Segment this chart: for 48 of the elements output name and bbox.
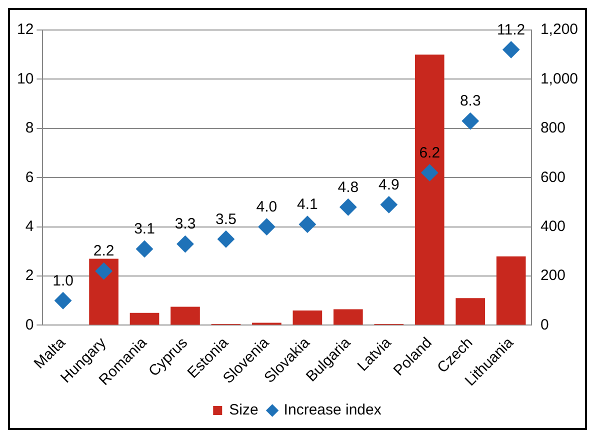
bar	[334, 309, 363, 325]
point	[502, 41, 520, 58]
data-label: 3.5	[216, 210, 236, 228]
bar	[456, 298, 486, 325]
y2-tick-label: 1,000	[540, 70, 578, 88]
data-label: 4.9	[378, 176, 400, 194]
point	[258, 218, 276, 236]
data-label: 8.3	[460, 92, 481, 110]
y-tick-label: 6	[25, 168, 34, 186]
data-label: 11.2	[497, 21, 526, 38]
point	[380, 196, 398, 214]
legend-label: Increase index	[284, 402, 382, 419]
y-tick-label: 2	[25, 267, 34, 284]
bar	[414, 54, 444, 325]
point	[421, 164, 438, 182]
bar	[170, 306, 200, 325]
y-tick-label: 0	[25, 316, 34, 334]
y2-tick-label: 0	[540, 316, 549, 334]
data-label: 4.0	[256, 198, 278, 216]
data-label: 2.2	[93, 242, 114, 260]
y-tick-label: 8	[25, 120, 34, 137]
point	[340, 198, 357, 216]
bar	[130, 312, 160, 325]
y-tick-label: 12	[16, 21, 34, 38]
data-label: 4.1	[297, 196, 318, 213]
point	[217, 230, 234, 248]
data-label: 1.0	[52, 272, 74, 290]
data-label: 6.2	[419, 144, 440, 162]
point	[462, 112, 479, 130]
data-label: 3.3	[174, 216, 196, 233]
point	[54, 292, 72, 310]
y2-tick-label: 200	[540, 267, 566, 284]
point	[136, 240, 154, 258]
bar	[89, 258, 118, 325]
data-label: 3.1	[134, 220, 155, 238]
bar	[292, 310, 322, 325]
y-tick-label: 10	[16, 70, 34, 88]
y2-tick-label: 600	[540, 168, 566, 186]
point	[298, 216, 316, 233]
y-tick-label: 4	[25, 218, 34, 235]
point	[95, 262, 112, 280]
y2-tick-label: 800	[540, 120, 566, 137]
y2-tick-label: 400	[540, 218, 566, 235]
bar	[496, 256, 526, 325]
data-label: 4.8	[338, 178, 359, 196]
legend-label: Size	[229, 402, 258, 419]
y2-tick-label: 1,200	[540, 21, 578, 38]
point	[176, 236, 194, 253]
